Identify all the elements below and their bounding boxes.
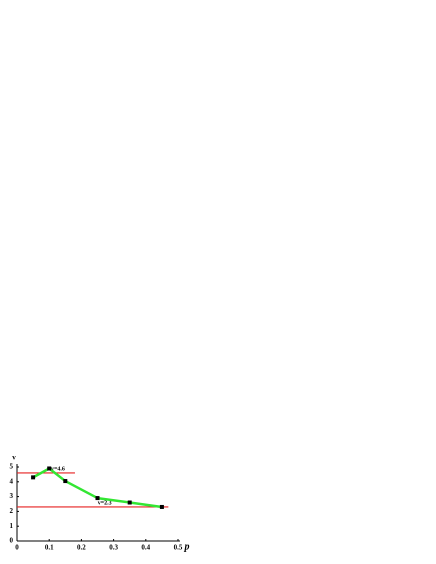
reference-label: v=4.6 <box>51 466 65 472</box>
y-axis-label: v <box>12 454 16 462</box>
marker <box>159 504 164 509</box>
y-tick-label: 1 <box>10 522 14 530</box>
reference-label: v=2.3 <box>98 500 112 506</box>
y-tick-label: 4 <box>10 477 14 485</box>
marker <box>127 500 132 505</box>
x-tick-label: 0 <box>15 544 19 552</box>
x-tick-label: 0.2 <box>77 544 86 552</box>
marker <box>31 475 36 480</box>
x-tick-label: 0.5 <box>174 544 183 552</box>
y-tick-label: 5 <box>10 463 14 471</box>
marker <box>47 466 52 471</box>
x-tick-label: 0.3 <box>109 544 118 552</box>
x-axis-label: p <box>184 541 190 552</box>
x-tick-label: 0.1 <box>45 544 54 552</box>
y-tick-label: 2 <box>10 507 14 515</box>
y-tick-label: 3 <box>10 492 14 500</box>
x-tick-label: 0.4 <box>141 544 150 552</box>
marker <box>63 479 68 484</box>
y-tick-label: 0 <box>10 537 14 545</box>
marker <box>95 496 100 501</box>
series-line <box>32 467 163 509</box>
